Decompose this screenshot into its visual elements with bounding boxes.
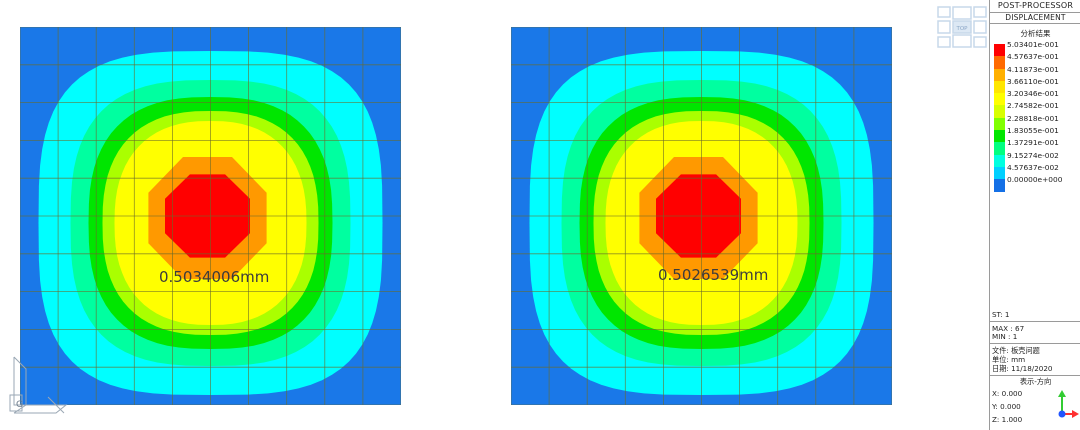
panel-header-displacement: DISPLACEMENT <box>990 13 1080 24</box>
legend-value: 3.66110e-001 <box>1007 76 1059 86</box>
min-label: MIN : 1 <box>992 332 1018 341</box>
legend-title: 分析结果 <box>1020 29 1051 38</box>
legend-value: 1.37291e-001 <box>1007 138 1059 148</box>
contour-plot-left <box>20 27 401 405</box>
contour-svg-left <box>20 27 401 405</box>
legend-swatch <box>994 93 1005 106</box>
file-label: 文件: 板壳问题 <box>992 346 1040 355</box>
view-dir-y: Y: 0.000 <box>992 402 1021 411</box>
axis-triad-label: G <box>16 400 23 410</box>
legend-swatch <box>994 80 1005 94</box>
legend-value: 4.57637e-002 <box>1007 162 1059 172</box>
legend-swatch <box>994 105 1005 118</box>
legend-value: 5.03401e-001 <box>1007 40 1059 49</box>
legend-value: 2.74582e-001 <box>1007 101 1059 111</box>
result-panel: POST-PROCESSOR DISPLACEMENT 分析结果 5.03401… <box>989 0 1080 430</box>
contour-svg-right <box>511 27 892 405</box>
legend-swatch <box>994 154 1005 167</box>
step-label: ST: 1 <box>992 310 1010 319</box>
legend-value: 3.20346e-001 <box>1007 89 1059 99</box>
legend-swatch <box>994 117 1005 131</box>
legend-swatch <box>994 68 1005 81</box>
legend-swatch <box>994 142 1005 155</box>
legend-swatch <box>994 179 1005 192</box>
legend-value: 0.00000e+000 <box>1007 175 1063 185</box>
max-displacement-label-left: 0.5034006mm <box>159 268 270 286</box>
view-cube-face-label: TOP <box>955 26 968 32</box>
axis-triad: G <box>8 355 72 419</box>
unit-label: 单位: mm <box>992 355 1026 364</box>
legend-value: 4.57637e-001 <box>1007 52 1059 62</box>
date-label: 日期: 11/18/2020 <box>992 364 1053 373</box>
max-displacement-label-right: 0.5026539mm <box>658 266 769 284</box>
view-dir-x: X: 0.000 <box>992 389 1023 398</box>
legend-swatch <box>994 44 1005 57</box>
panel-header-postprocessor: POST-PROCESSOR <box>990 0 1080 13</box>
contour-plot-right <box>511 27 892 405</box>
view-direction-title: 表示-方向 <box>1019 377 1052 386</box>
legend-swatch <box>994 56 1005 69</box>
legend-value: 4.11873e-001 <box>1007 64 1059 74</box>
legend-value: 2.28818e-001 <box>1007 113 1059 123</box>
max-label: MAX : 67 <box>992 324 1025 333</box>
legend-value: 1.83055e-001 <box>1007 126 1059 136</box>
axis-arrows-icon <box>1058 390 1079 418</box>
legend-value: 9.15274e-002 <box>1007 150 1059 160</box>
legend-swatch <box>994 130 1005 143</box>
view-dir-z: Z: 1.000 <box>992 415 1023 424</box>
legend-swatch <box>994 166 1005 180</box>
view-cube[interactable]: TOP <box>936 4 988 52</box>
